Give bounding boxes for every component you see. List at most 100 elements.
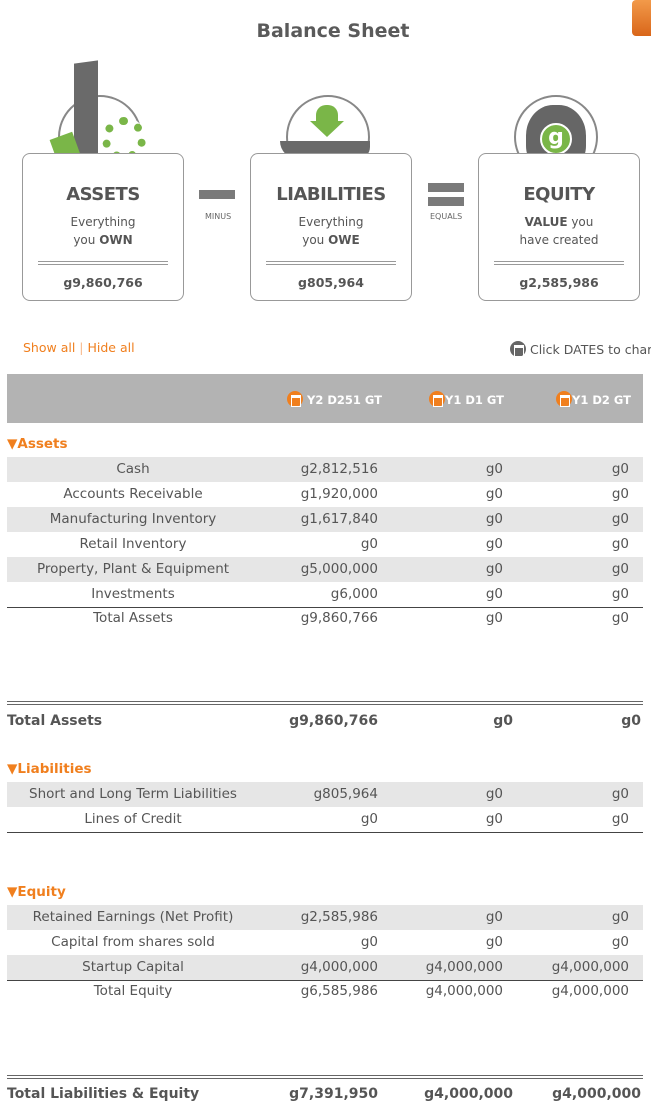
row-label: Accounts Receivable: [63, 486, 203, 502]
total-divider: [7, 1075, 643, 1079]
cell-value: g0: [611, 486, 629, 502]
grand-total-row: Total Liabilities & Equity g7,391,950 g4,0…: [7, 1082, 643, 1107]
page-title: Balance Sheet: [256, 20, 410, 42]
liabilities-section-toggle[interactable]: ▼Liabilities: [7, 761, 92, 777]
assets-card: ASSETS Everything you OWN g9,860,766: [22, 153, 184, 301]
cell-value: g0: [485, 786, 503, 802]
table-row: Investments g6,000 g0 g0: [7, 582, 643, 607]
calendar-icon: [429, 391, 445, 407]
cell-value: g4,000,000: [300, 959, 378, 975]
cell-value: g0: [611, 586, 629, 602]
toggle-links: Show all | Hide all: [23, 340, 135, 355]
column-label: Y1 D1 GT: [445, 393, 504, 407]
cell-value: g0: [485, 461, 503, 477]
cell-value: g0: [485, 610, 503, 626]
cell-value: g0: [611, 909, 629, 925]
total-row: Total Assets g9,860,766 g0 g0: [7, 709, 643, 734]
cell-value: g4,000,000: [552, 1086, 641, 1102]
cell-value: g0: [360, 934, 378, 950]
cell-value: g0: [611, 511, 629, 527]
cell-value: g6,585,986: [300, 983, 378, 999]
cell-value: g9,860,766: [289, 713, 378, 729]
equity-desc: have created: [519, 233, 599, 247]
row-label: Manufacturing Inventory: [49, 511, 217, 527]
cell-value: g0: [611, 811, 629, 827]
minus-label: MINUS: [205, 212, 232, 221]
row-label: Lines of Credit: [84, 811, 182, 827]
table-row: Property, Plant & Equipment g5,000,000 g0 g…: [7, 557, 643, 582]
equals-label: EQUALS: [430, 212, 463, 221]
cell-value: g0: [611, 461, 629, 477]
assets-value: g9,860,766: [63, 275, 143, 290]
calendar-icon: [287, 391, 303, 407]
assets-desc-bold: OWN: [99, 233, 133, 247]
row-label: Retained Earnings (Net Profit): [32, 909, 234, 925]
cell-value: g0: [611, 934, 629, 950]
subtotal-divider: [7, 980, 643, 981]
row-label: Total Liabilities & Equity: [7, 1086, 200, 1102]
row-label: Startup Capital: [82, 959, 184, 975]
cell-value: g0: [485, 909, 503, 925]
assets-section-toggle[interactable]: ▼Assets: [7, 436, 68, 452]
subtotal-row: Total Equity g6,585,986 g4,000,000 g4,000,0…: [7, 979, 643, 1004]
cell-value: g0: [485, 511, 503, 527]
cell-value: g4,000,000: [424, 1086, 513, 1102]
cell-value: g0: [611, 610, 629, 626]
cell-value: g5,000,000: [300, 561, 378, 577]
total-divider: [7, 701, 643, 705]
cell-value: g0: [611, 536, 629, 552]
table-row: Manufacturing Inventory g1,617,840 g0 g0: [7, 507, 643, 532]
liabilities-desc: Everything: [298, 215, 364, 229]
cell-value: g7,391,950: [289, 1086, 378, 1102]
equity-card: EQUITY VALUE you have created g2,585,986: [478, 153, 640, 301]
cell-value: g0: [611, 786, 629, 802]
equity-desc-bold: VALUE: [524, 215, 568, 229]
row-label: Retail Inventory: [79, 536, 187, 552]
column-date-3[interactable]: Y1 D2 GT: [556, 391, 631, 407]
row-label: Cash: [116, 461, 150, 477]
cell-value: g805,964: [313, 786, 378, 802]
assets-desc: you: [73, 233, 100, 247]
hide-all-link[interactable]: Hide all: [87, 340, 135, 355]
column-date-1[interactable]: Y2 D251 GT: [287, 391, 382, 407]
row-label: Investments: [91, 586, 175, 602]
cell-value: g0: [485, 536, 503, 552]
row-label: Capital from shares sold: [51, 934, 215, 950]
cell-value: g0: [485, 811, 503, 827]
cell-value: g0: [485, 934, 503, 950]
cell-value: g4,000,000: [551, 959, 629, 975]
separator: |: [79, 340, 84, 355]
cell-value: g1,920,000: [300, 486, 378, 502]
hint-text: Click DATES to char: [529, 342, 651, 357]
column-label: Y2 D251 GT: [307, 393, 382, 407]
cell-value: g2,585,986: [300, 909, 378, 925]
print-icon[interactable]: [632, 0, 651, 36]
table-row: Capital from shares sold g0 g0 g0: [7, 930, 643, 955]
assets-heading: ASSETS: [66, 184, 140, 205]
cell-value: g4,000,000: [425, 983, 503, 999]
table-row: Cash g2,812,516 g0 g0: [7, 457, 643, 482]
row-label: Total Equity: [93, 983, 173, 999]
cell-value: g2,812,516: [300, 461, 378, 477]
table-header: [7, 374, 643, 423]
row-label: Total Assets: [7, 713, 103, 729]
table-row: Retail Inventory g0 g0 g0: [7, 532, 643, 557]
equals-icon: [428, 197, 464, 206]
cell-value: g4,000,000: [551, 983, 629, 999]
cell-value: g6,000: [330, 586, 378, 602]
liabilities-desc: you: [302, 233, 329, 247]
liabilities-card: LIABILITIES Everything you OWE g805,964: [250, 153, 412, 301]
table-row: Retained Earnings (Net Profit) g2,585,986…: [7, 905, 643, 930]
cell-value: g0: [621, 713, 641, 729]
column-date-2[interactable]: Y1 D1 GT: [429, 391, 504, 407]
divider: [38, 261, 168, 265]
equity-section-toggle[interactable]: ▼Equity: [7, 884, 66, 900]
show-all-link[interactable]: Show all: [23, 340, 76, 355]
liabilities-desc-bold: OWE: [328, 233, 360, 247]
calendar-icon: [510, 341, 526, 357]
section-end-divider: [7, 832, 643, 833]
liabilities-value: g805,964: [298, 275, 364, 290]
cell-value: g4,000,000: [425, 959, 503, 975]
subtotal-row: Total Assets g9,860,766 g0 g0: [7, 606, 643, 631]
cell-value: g1,617,840: [300, 511, 378, 527]
